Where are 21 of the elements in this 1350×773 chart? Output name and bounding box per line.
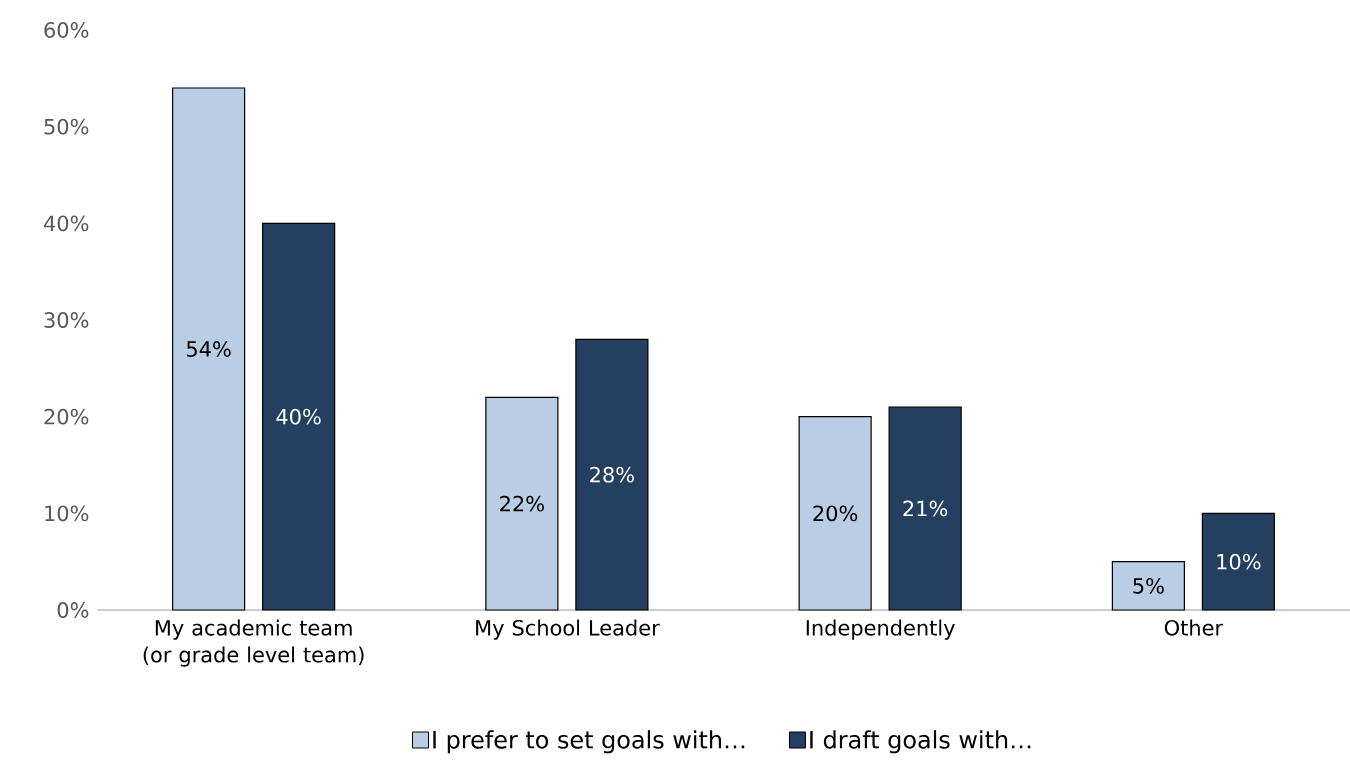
y-tick-label: 0% bbox=[57, 602, 89, 618]
legend-label: I prefer to set goals with… bbox=[433, 730, 745, 754]
data-label: 40% bbox=[276, 408, 321, 425]
data-label: 10% bbox=[1217, 553, 1261, 570]
y-tick-label: 20% bbox=[44, 408, 89, 425]
y-tick-label: 50% bbox=[44, 118, 89, 135]
y-tick-label: 40% bbox=[43, 215, 89, 232]
y-tick-label: 10% bbox=[45, 505, 89, 522]
y-tick-label: 30% bbox=[44, 312, 89, 328]
legend-label: I draft goals with… bbox=[810, 730, 1031, 754]
data-label: 28% bbox=[590, 466, 634, 483]
x-tick-label: Independently bbox=[806, 619, 955, 640]
x-tick-label: My academic team (or grade level team) bbox=[143, 619, 364, 667]
data-label: 54% bbox=[186, 341, 231, 357]
y-tick-label: 60% bbox=[44, 22, 89, 38]
data-label: 21% bbox=[903, 500, 948, 517]
data-label: 22% bbox=[500, 495, 544, 512]
data-label: 5% bbox=[1133, 577, 1164, 594]
x-tick-label: Other bbox=[1164, 619, 1224, 636]
data-label: 20% bbox=[813, 505, 858, 522]
x-tick-label: My School Leader bbox=[476, 619, 660, 640]
